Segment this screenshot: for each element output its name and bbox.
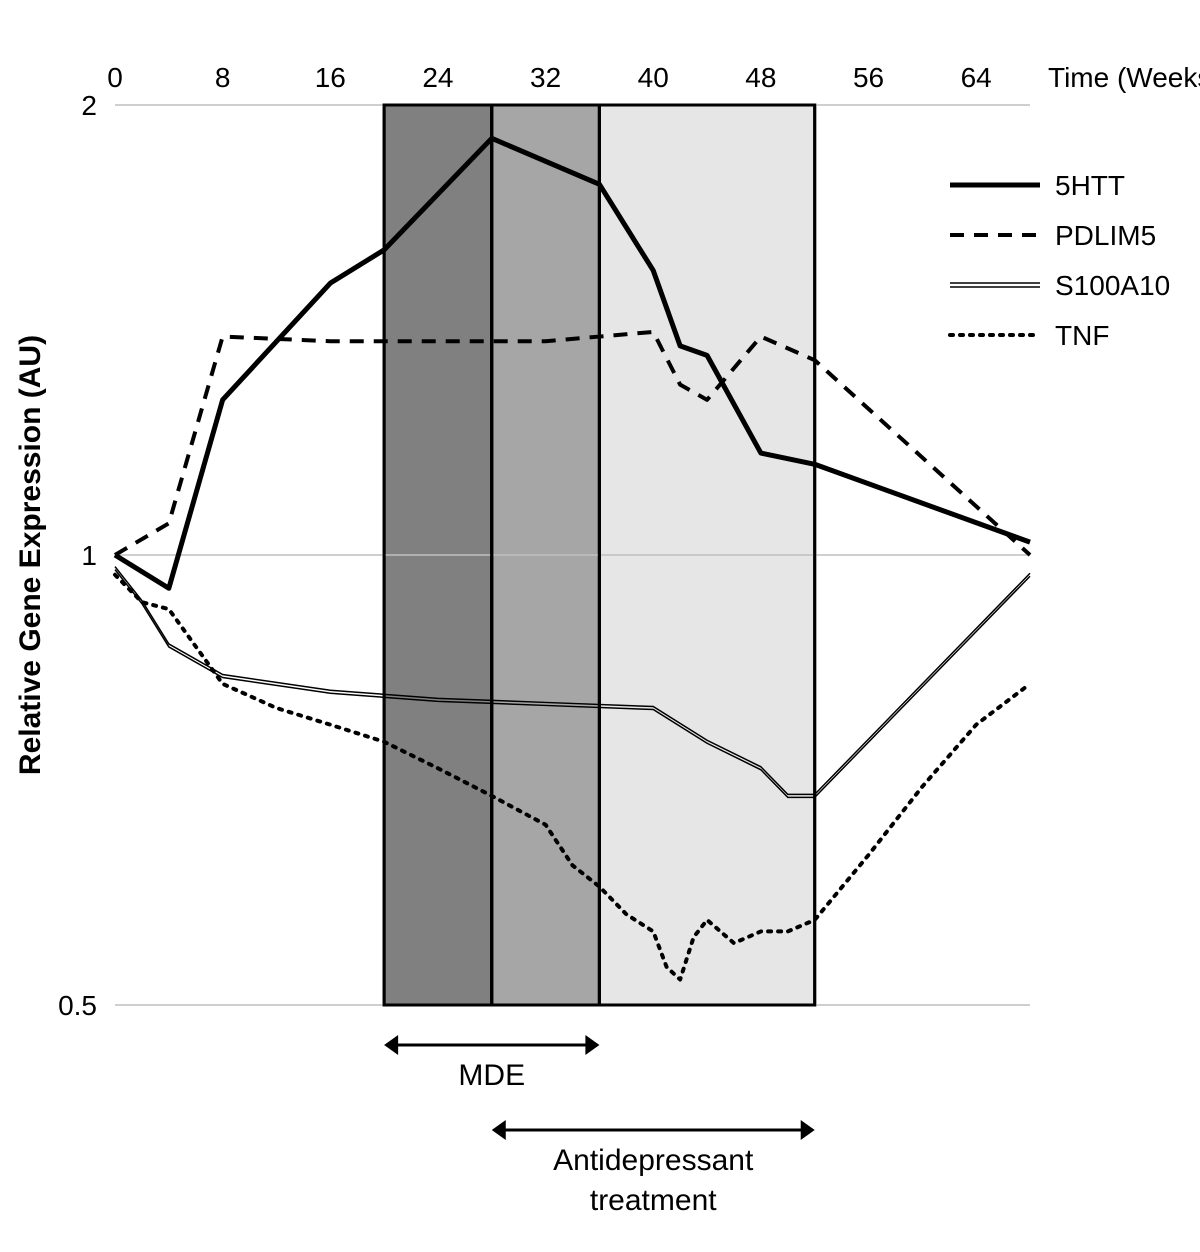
chart-container: 0 8 16 24 32 40 48 56 64 Time (Weeks) 0.5 1 2 Relativ…	[0, 0, 1200, 1252]
y-tick-2: 2	[81, 90, 97, 121]
legend-TNF: TNF	[1055, 320, 1109, 351]
x-tick-48: 48	[745, 62, 776, 93]
x-tick-32: 32	[530, 62, 561, 93]
x-axis-label: Time (Weeks)	[1048, 62, 1200, 93]
x-tick-64: 64	[961, 62, 992, 93]
x-tick-0: 0	[107, 62, 123, 93]
treat-arrow-label2: treatment	[590, 1184, 717, 1217]
y-tick-0.5: 0.5	[58, 990, 97, 1021]
treat-arrow-label: Antidepressant	[553, 1144, 754, 1177]
legend-PDLIM5: PDLIM5	[1055, 220, 1156, 251]
legend-5HTT: 5HTT	[1055, 170, 1125, 201]
y-axis-label: Relative Gene Expression (AU)	[14, 335, 47, 775]
mde-arrow-label: MDE	[458, 1059, 525, 1092]
x-tick-8: 8	[215, 62, 231, 93]
gene-expression-chart: 0 8 16 24 32 40 48 56 64 Time (Weeks) 0.5 1 2 Relativ…	[0, 0, 1200, 1252]
x-tick-40: 40	[638, 62, 669, 93]
x-tick-56: 56	[853, 62, 884, 93]
x-tick-24: 24	[422, 62, 453, 93]
legend-S100A10: S100A10	[1055, 270, 1170, 301]
y-tick-1: 1	[81, 540, 97, 571]
x-tick-16: 16	[315, 62, 346, 93]
